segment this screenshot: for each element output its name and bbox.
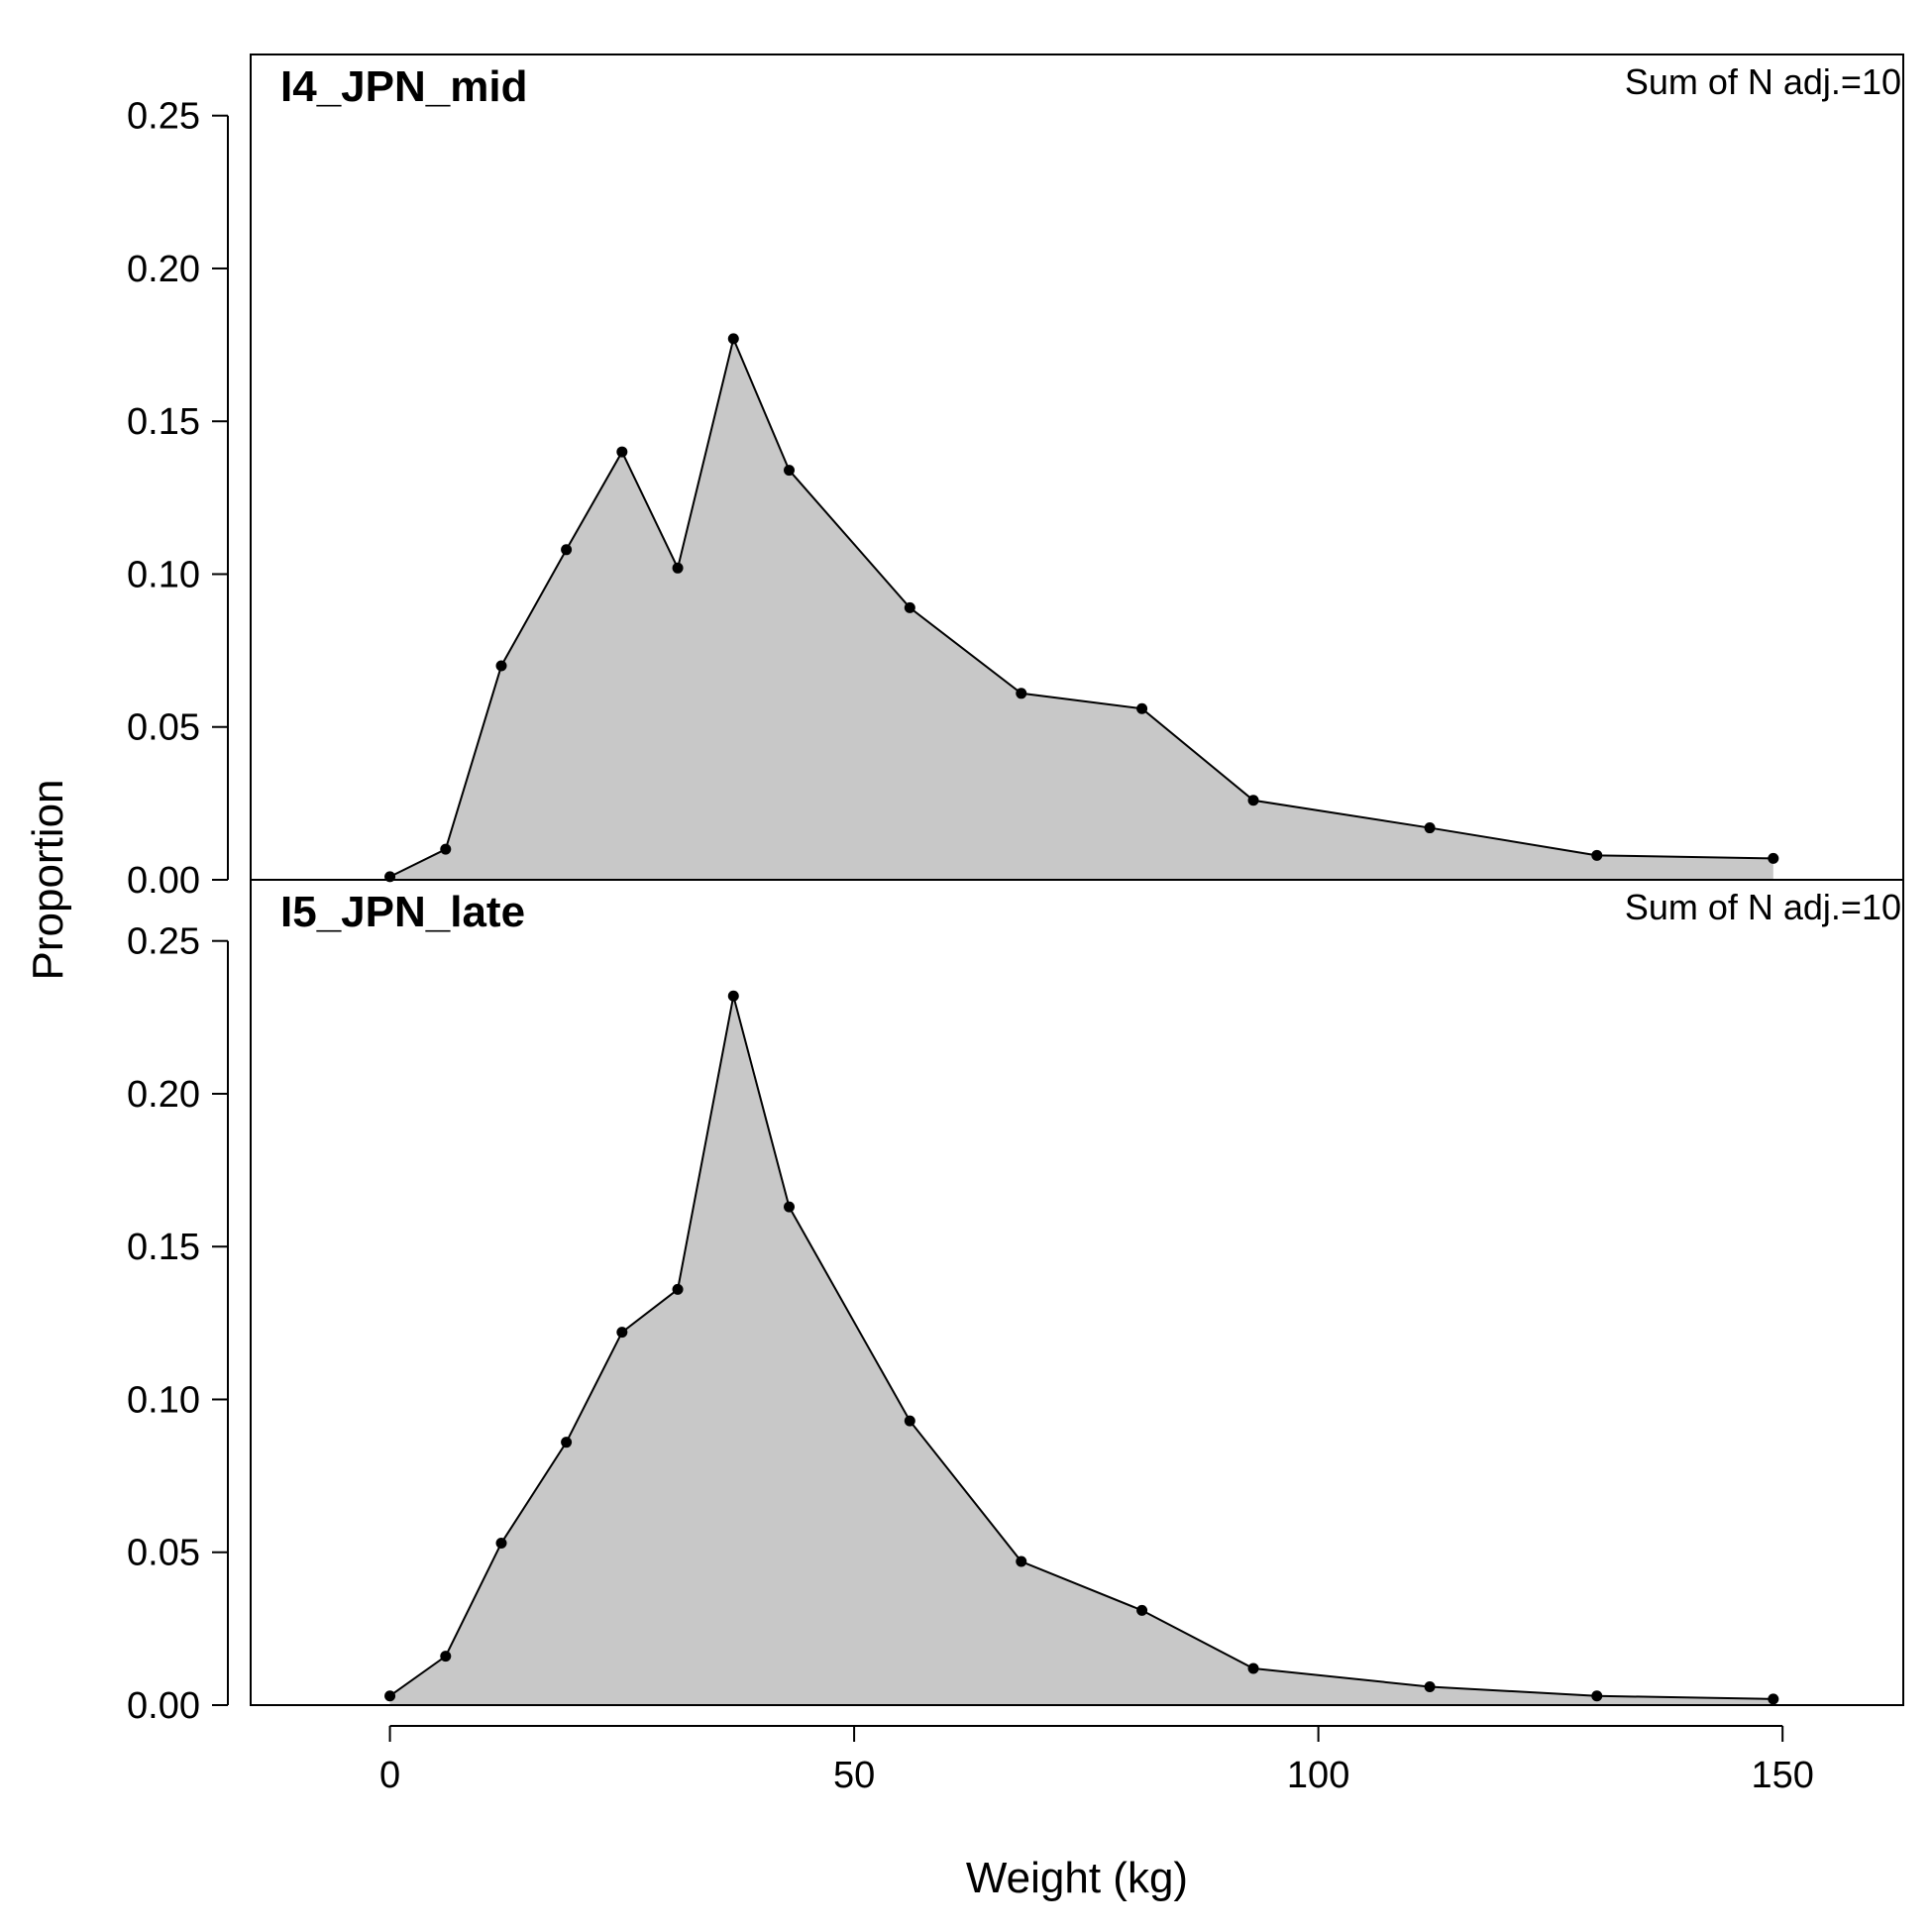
data-point bbox=[1247, 795, 1259, 806]
data-point bbox=[1016, 688, 1027, 699]
y-tick-label: 0.20 bbox=[127, 249, 200, 290]
y-tick-label: 0.25 bbox=[127, 96, 200, 138]
plot-frame bbox=[250, 879, 1904, 1706]
data-point bbox=[1768, 1693, 1779, 1705]
data-point bbox=[440, 843, 452, 855]
data-point bbox=[727, 990, 739, 1002]
data-point bbox=[904, 1415, 915, 1427]
y-tick-label: 0.05 bbox=[127, 1533, 200, 1574]
y-tick-label: 0.05 bbox=[127, 707, 200, 749]
y-tick-label: 0.25 bbox=[127, 921, 200, 963]
x-tick-label: 100 bbox=[1287, 1755, 1349, 1796]
data-point bbox=[1016, 1556, 1027, 1567]
data-point bbox=[727, 333, 739, 345]
y-axis: 0.00 0.05 0.10 0.15 0.20 0.25 bbox=[127, 921, 229, 1727]
panel-annotation: Sum of N adj.=10 bbox=[1625, 887, 1901, 927]
y-tick-label: 0.00 bbox=[127, 860, 200, 902]
y-tick-label: 0.00 bbox=[127, 1685, 200, 1727]
y-tick-label: 0.10 bbox=[127, 554, 200, 595]
data-point bbox=[1424, 1680, 1436, 1692]
data-point bbox=[384, 1690, 396, 1702]
data-point bbox=[784, 1201, 796, 1213]
data-point bbox=[561, 1437, 573, 1449]
y-axis: 0.00 0.05 0.10 0.15 0.20 0.25 bbox=[127, 96, 229, 902]
data-point bbox=[672, 562, 684, 574]
area-layer bbox=[384, 333, 1779, 883]
area-fill bbox=[389, 338, 1773, 880]
data-point bbox=[672, 1283, 684, 1295]
data-point bbox=[561, 544, 573, 556]
data-point bbox=[495, 1537, 507, 1549]
x-axis-label: Weight (kg) bbox=[966, 1854, 1188, 1902]
data-point bbox=[495, 660, 507, 672]
data-point bbox=[1591, 1690, 1603, 1702]
panel-i5-jpn-late: 0.00 0.05 0.10 0.15 0.20 0.25 0 50 100 150 I5_JP… bbox=[127, 879, 1904, 1796]
x-tick-label: 150 bbox=[1751, 1755, 1813, 1796]
x-tick-label: 0 bbox=[379, 1755, 400, 1796]
data-point bbox=[1424, 822, 1436, 834]
y-tick-label: 0.20 bbox=[127, 1074, 200, 1116]
data-point bbox=[1136, 702, 1148, 714]
panel-title: I4_JPN_mid bbox=[280, 62, 527, 111]
data-point bbox=[784, 465, 796, 477]
x-axis: 0 50 100 150 bbox=[379, 1725, 1814, 1796]
data-point bbox=[1247, 1663, 1259, 1674]
y-axis-label: Proportion bbox=[24, 779, 72, 980]
data-point bbox=[1136, 1604, 1148, 1616]
data-point bbox=[616, 1327, 628, 1339]
data-point bbox=[440, 1651, 452, 1663]
y-tick-label: 0.10 bbox=[127, 1379, 200, 1421]
panel-i4-jpn-mid: 0.00 0.05 0.10 0.15 0.20 0.25 I4_JPN_mid Sum … bbox=[127, 54, 1904, 902]
data-point bbox=[1768, 852, 1779, 864]
data-point bbox=[904, 601, 915, 613]
area-layer bbox=[384, 990, 1779, 1705]
panel-title: I5_JPN_late bbox=[280, 888, 525, 936]
y-tick-label: 0.15 bbox=[127, 1227, 200, 1268]
x-tick-label: 50 bbox=[833, 1755, 875, 1796]
y-tick-label: 0.15 bbox=[127, 401, 200, 443]
area-fill bbox=[389, 996, 1773, 1705]
data-point bbox=[1591, 849, 1603, 861]
panel-annotation: Sum of N adj.=10 bbox=[1625, 61, 1901, 102]
data-point bbox=[616, 446, 628, 458]
